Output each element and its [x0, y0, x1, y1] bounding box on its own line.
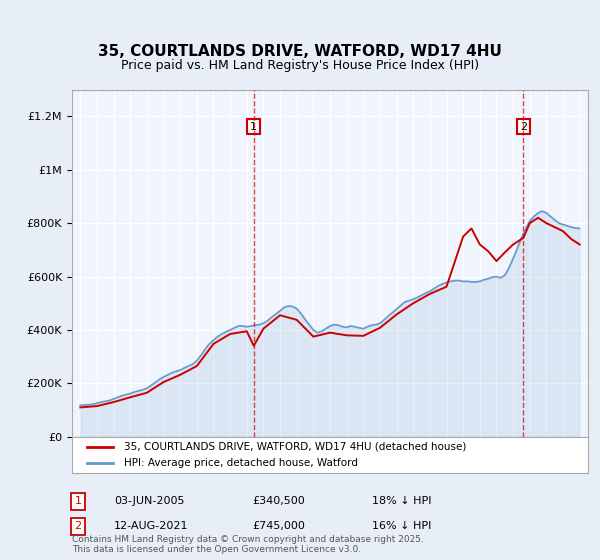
Text: 1: 1 — [74, 496, 82, 506]
Text: 35, COURTLANDS DRIVE, WATFORD, WD17 4HU: 35, COURTLANDS DRIVE, WATFORD, WD17 4HU — [98, 44, 502, 59]
Text: £340,500: £340,500 — [252, 496, 305, 506]
Text: Contains HM Land Registry data © Crown copyright and database right 2025.
This d: Contains HM Land Registry data © Crown c… — [72, 535, 424, 554]
Text: 16% ↓ HPI: 16% ↓ HPI — [372, 521, 431, 531]
Text: Price paid vs. HM Land Registry's House Price Index (HPI): Price paid vs. HM Land Registry's House … — [121, 59, 479, 72]
Text: 2: 2 — [520, 122, 527, 132]
Text: 03-JUN-2005: 03-JUN-2005 — [114, 496, 185, 506]
Text: 2: 2 — [74, 521, 82, 531]
Text: 35, COURTLANDS DRIVE, WATFORD, WD17 4HU (detached house): 35, COURTLANDS DRIVE, WATFORD, WD17 4HU … — [124, 442, 466, 452]
Text: 18% ↓ HPI: 18% ↓ HPI — [372, 496, 431, 506]
Text: HPI: Average price, detached house, Watford: HPI: Average price, detached house, Watf… — [124, 458, 358, 468]
Text: 12-AUG-2021: 12-AUG-2021 — [114, 521, 188, 531]
Text: £745,000: £745,000 — [252, 521, 305, 531]
Text: 1: 1 — [250, 122, 257, 132]
